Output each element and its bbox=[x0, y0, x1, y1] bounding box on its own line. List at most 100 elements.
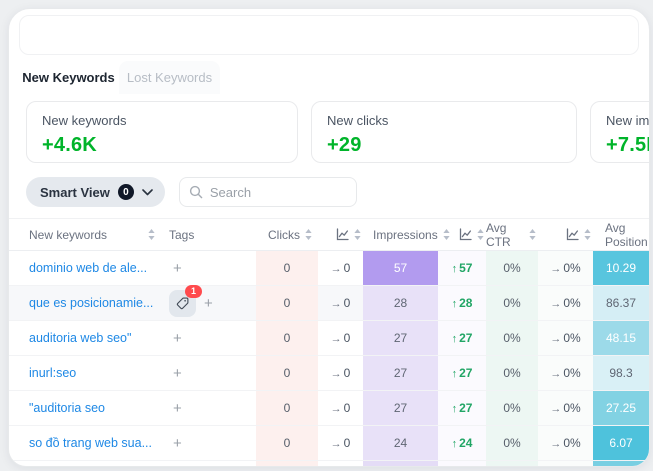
keyword-link[interactable]: so đồ trang web sua... bbox=[29, 436, 152, 450]
clicks-cell: 0 bbox=[256, 391, 318, 425]
ctr-trend-cell: → 0% bbox=[538, 426, 593, 460]
sort-icon[interactable] bbox=[584, 229, 591, 240]
keyword-cell bbox=[9, 461, 161, 466]
smart-view-count-badge: 0 bbox=[117, 184, 134, 200]
clicks-cell: 0 bbox=[256, 321, 318, 355]
sort-icon[interactable] bbox=[529, 229, 536, 240]
trend-flat-value: → 0% bbox=[550, 331, 581, 345]
table-row bbox=[9, 461, 649, 466]
tags-cell bbox=[161, 461, 256, 466]
stat-label: New keywords bbox=[42, 113, 127, 128]
impressions-trend-cell: ↑ 27 bbox=[438, 321, 486, 355]
chevron-down-icon bbox=[142, 188, 153, 195]
clicks-cell: 0 bbox=[256, 251, 318, 285]
header-ctr-trend[interactable] bbox=[538, 228, 593, 241]
ctr-cell: 0% bbox=[486, 286, 538, 320]
tab-lost-keywords[interactable]: Lost Keywords bbox=[119, 61, 220, 94]
arrow-up-icon: ↑ bbox=[451, 368, 458, 380]
tab-new-keywords[interactable]: New Keywords bbox=[18, 61, 119, 94]
add-tag-button[interactable]: + bbox=[173, 399, 182, 417]
trend-flat-value: → 0 bbox=[330, 296, 351, 310]
header-impressions-trend[interactable] bbox=[438, 228, 486, 241]
trend-flat-value: → 0 bbox=[330, 366, 351, 380]
header-impressions[interactable]: Impressions bbox=[363, 228, 450, 242]
keyword-link[interactable]: inurl:seo bbox=[29, 366, 77, 380]
stat-value: +4.6K bbox=[42, 134, 97, 156]
impressions-cell: 24 bbox=[363, 426, 438, 460]
keyword-link[interactable]: "auditoria seo bbox=[29, 401, 106, 415]
table-header: New keywords Tags Clicks Impressions bbox=[9, 218, 649, 251]
clicks-trend-cell bbox=[318, 461, 363, 466]
sort-icon[interactable] bbox=[305, 229, 312, 240]
add-tag-button[interactable]: + bbox=[173, 329, 182, 347]
header-avg-ctr[interactable]: Avg CTR bbox=[486, 221, 538, 249]
keywords-table: New keywords Tags Clicks Impressions bbox=[9, 218, 649, 466]
header-clicks-trend[interactable] bbox=[318, 228, 363, 241]
table-row: dominio web de ale... +0 → 0 57 ↑ 57 0% → 0% 10.29 bbox=[9, 251, 649, 286]
tag-button[interactable]: 1 bbox=[169, 284, 202, 317]
impressions-trend-cell: ↑ 27 bbox=[438, 391, 486, 425]
stats-row: New keywords +4.6K New clicks +29 New im… bbox=[26, 101, 650, 163]
table-body: dominio web de ale... +0 → 0 57 ↑ 57 0% → 0% 10.29… bbox=[9, 251, 649, 466]
sort-icon[interactable] bbox=[148, 229, 155, 240]
table-row: so đồ trang web sua... +0 → 0 24 ↑ 24 0% → 0% 6.07 bbox=[9, 426, 649, 461]
add-tag-button[interactable]: + bbox=[173, 434, 182, 452]
impressions-trend-cell: ↑ 28 bbox=[438, 286, 486, 320]
tags-cell: + bbox=[161, 251, 256, 285]
tag-count-badge: 1 bbox=[185, 284, 202, 298]
trend-up-value: ↑ 27 bbox=[451, 401, 473, 415]
ctr-trend-cell: → 0% bbox=[538, 251, 593, 285]
trend-up-value: ↑ 27 bbox=[451, 331, 473, 345]
table-row: "auditoria seo +0 → 0 27 ↑ 27 0% → 0% 27.25 bbox=[9, 391, 649, 426]
arrow-right-icon: → bbox=[330, 263, 342, 275]
impressions-trend-cell: ↑ 24 bbox=[438, 426, 486, 460]
stat-label: New impressions bbox=[606, 113, 650, 128]
sort-icon[interactable] bbox=[443, 229, 450, 240]
add-tag-button[interactable]: + bbox=[173, 259, 182, 277]
tag-icon bbox=[176, 297, 189, 309]
header-avg-position[interactable]: Avg Position bbox=[605, 220, 648, 249]
search-input[interactable] bbox=[207, 178, 352, 206]
sort-icon[interactable] bbox=[354, 229, 361, 240]
keyword-cell: que es posicionamie... bbox=[9, 286, 161, 320]
trend-flat-value: → 0 bbox=[330, 401, 351, 415]
line-chart-icon bbox=[459, 228, 472, 241]
stat-card-new-impressions: New impressions +7.5K bbox=[590, 101, 650, 163]
keyword-link[interactable]: auditoria web seo" bbox=[29, 331, 132, 345]
ctr-cell: 0% bbox=[486, 391, 538, 425]
clicks-cell: 0 bbox=[256, 426, 318, 460]
line-chart-icon bbox=[566, 228, 579, 241]
report-card: New Keywords Lost Keywords New keywords … bbox=[8, 8, 650, 467]
keyword-cell: dominio web de ale... bbox=[9, 251, 161, 285]
impressions-cell: 27 bbox=[363, 356, 438, 390]
impressions-cell: 57 bbox=[363, 251, 438, 285]
sort-icon[interactable] bbox=[477, 229, 484, 240]
clicks-cell: 0 bbox=[256, 286, 318, 320]
position-cell: 98.3 bbox=[593, 356, 649, 390]
tab-bar: New Keywords Lost Keywords bbox=[18, 61, 220, 94]
keyword-cell: auditoria web seo" bbox=[9, 321, 161, 355]
header-clicks[interactable]: Clicks bbox=[256, 228, 318, 242]
ctr-cell bbox=[486, 461, 538, 466]
add-tag-button[interactable]: + bbox=[173, 364, 182, 382]
search-box bbox=[178, 177, 357, 207]
tags-cell: + bbox=[161, 321, 256, 355]
tags-cell: 1 + bbox=[161, 284, 256, 320]
position-cell: 48.15 bbox=[593, 321, 649, 355]
clicks-trend-cell: → 0 bbox=[318, 321, 363, 355]
smart-view-dropdown[interactable]: Smart View 0 bbox=[26, 177, 165, 207]
header-new-keywords[interactable]: New keywords bbox=[9, 228, 161, 242]
arrow-up-icon: ↑ bbox=[451, 333, 458, 345]
keyword-link[interactable]: dominio web de ale... bbox=[29, 261, 148, 275]
add-tag-button[interactable]: + bbox=[204, 294, 213, 312]
ctr-trend-cell: → 0% bbox=[538, 321, 593, 355]
position-cell: 86.37 bbox=[593, 286, 649, 320]
trend-flat-value: → 0% bbox=[550, 261, 581, 275]
ctr-trend-cell: → 0% bbox=[538, 356, 593, 390]
clicks-trend-cell: → 0 bbox=[318, 356, 363, 390]
ctr-cell: 0% bbox=[486, 321, 538, 355]
trend-up-value: ↑ 57 bbox=[451, 261, 473, 275]
position-cell: 6.07 bbox=[593, 426, 649, 460]
tags-cell: + bbox=[161, 426, 256, 460]
keyword-link[interactable]: que es posicionamie... bbox=[29, 296, 154, 310]
